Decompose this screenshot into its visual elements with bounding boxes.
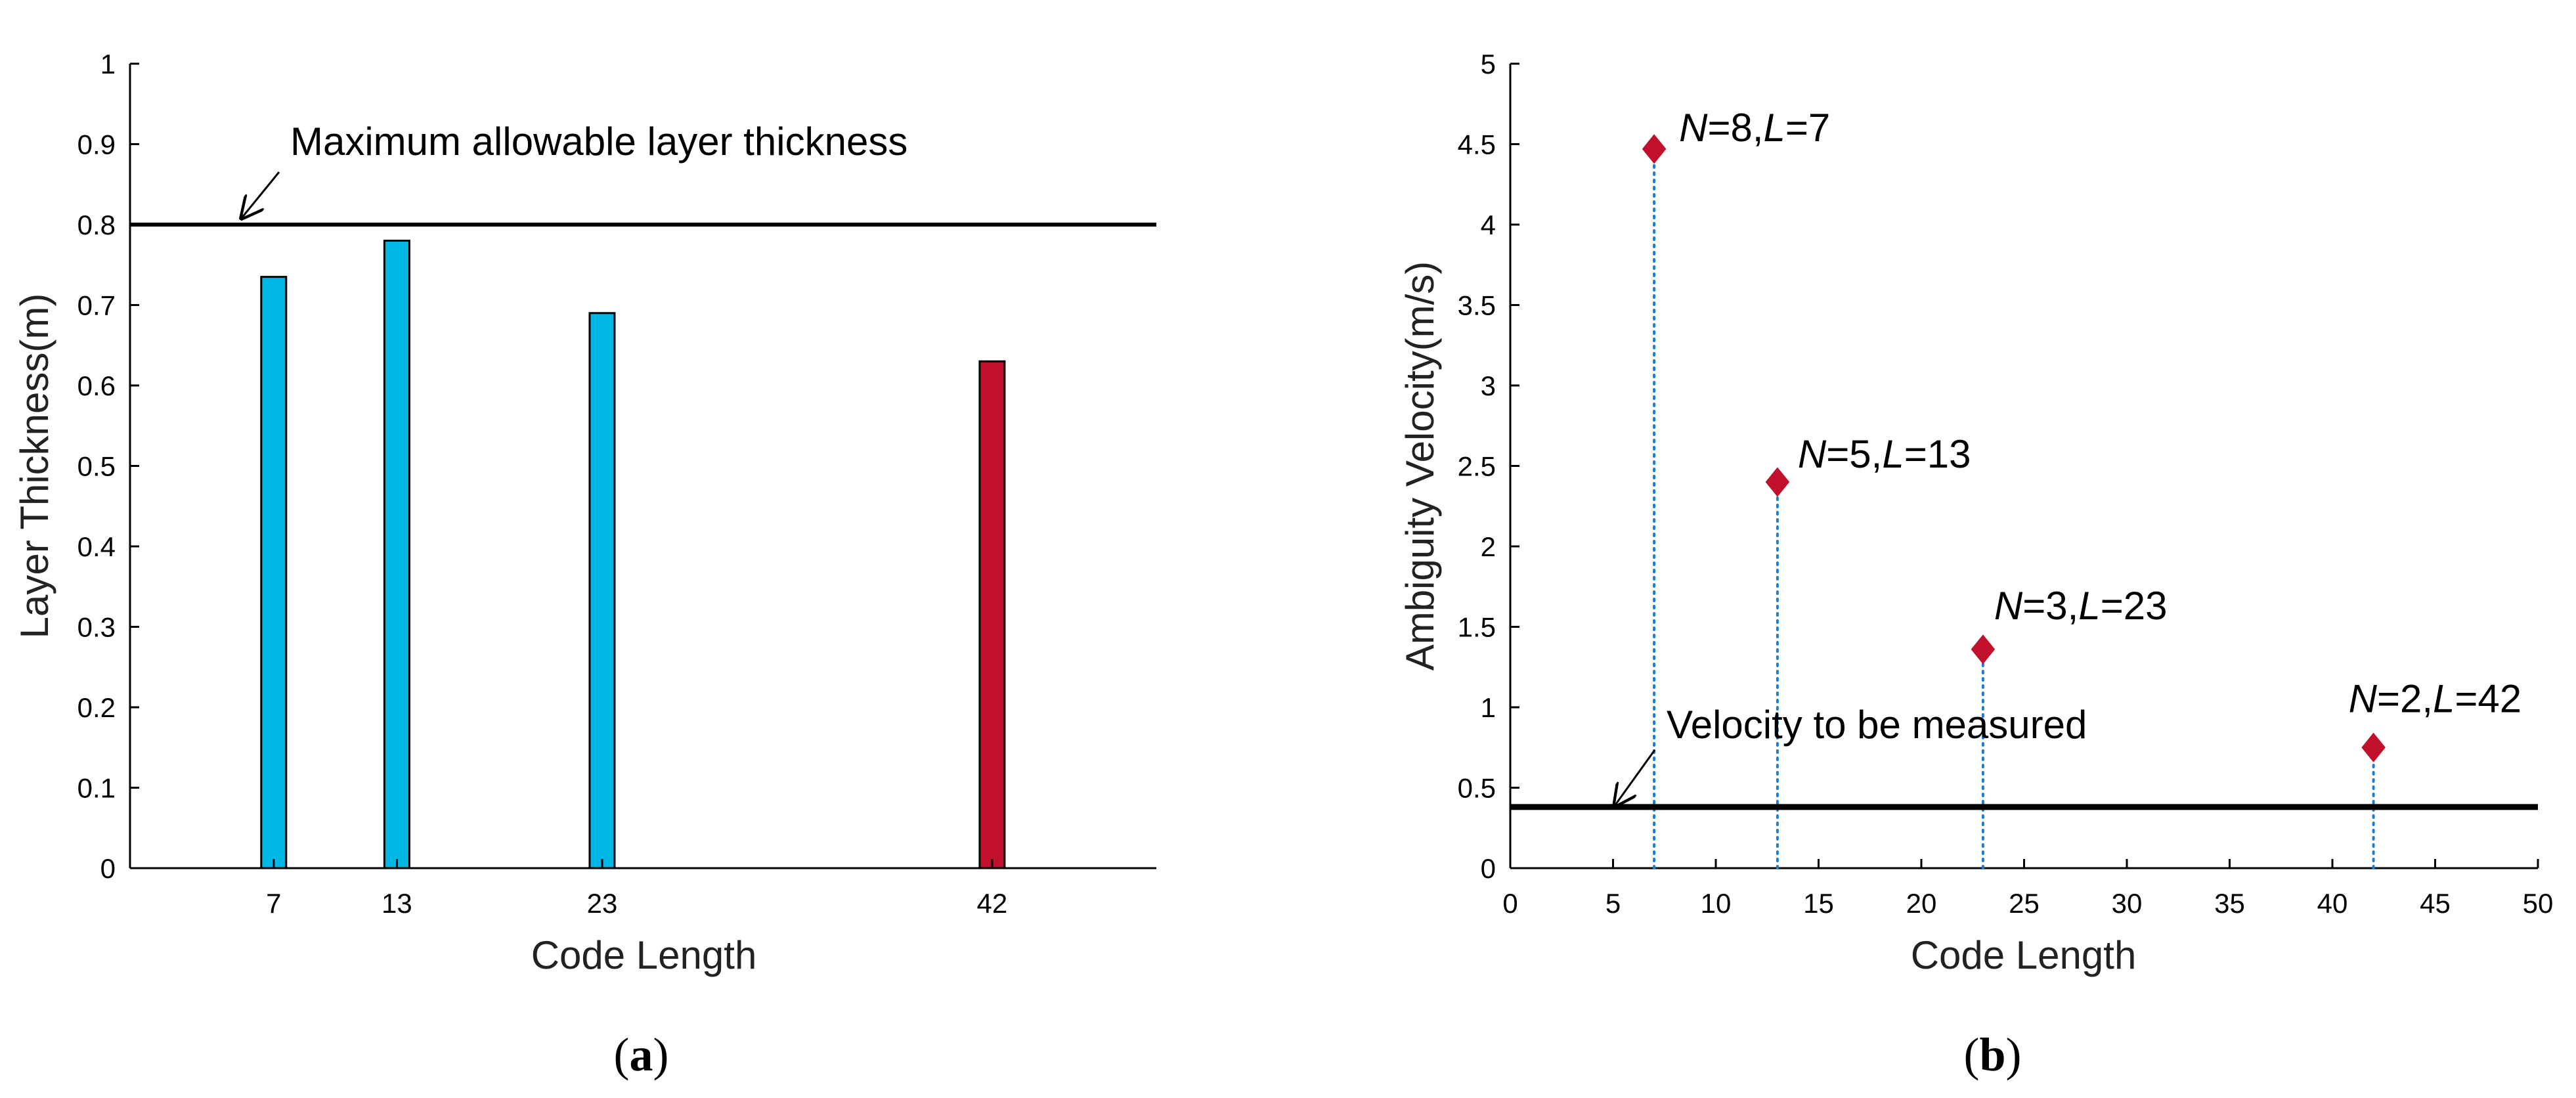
y-tick-label-a: 0.7	[77, 290, 116, 321]
max-thickness-label: Maximum allowable layer thickness	[290, 120, 907, 164]
point-label-l-value: =42	[2455, 676, 2521, 720]
x-tick-label-b: 30	[2112, 888, 2143, 919]
y-tick-label-a: 0.9	[77, 129, 116, 160]
panel-label-text: b	[1979, 1028, 2005, 1081]
point-label-l-value: =23	[2101, 584, 2168, 628]
x-tick-label-a: 42	[977, 888, 1008, 919]
bar-23	[588, 312, 616, 869]
x-tick-label-b: 5	[1605, 888, 1621, 919]
point-label-l-symbol: L	[2078, 584, 2100, 628]
measured-velocity-arrow	[1615, 749, 1656, 806]
point-label-n-value: =5,	[1826, 432, 1882, 476]
point-label-n-value: =8,	[1707, 106, 1763, 150]
y-tick-label-a: 0.5	[77, 451, 116, 482]
panel-label-close: )	[2006, 1028, 2022, 1081]
y-tick-label-a: 0.3	[77, 612, 116, 643]
x-tick-label-b: 50	[2523, 888, 2554, 919]
y-tick-label-a: 0	[100, 853, 116, 884]
point-label-l-symbol: L	[1764, 106, 1785, 150]
bar-13	[383, 240, 410, 869]
point-marker-42	[2361, 732, 2386, 762]
point-label-1: N=5,L=13	[1798, 432, 1971, 476]
chart-a: 0 0.1 0.2 0.3 0.4 0.5 0.6 0.7 0.8 0.9 1 7 13 23 42 Maxi…	[12, 49, 1156, 1081]
y-tick-label-a: 0.1	[77, 773, 116, 804]
point-label-n-value: =3,	[2022, 584, 2078, 628]
y-tick-label-b: 1	[1481, 692, 1496, 723]
y-tick-label-a: 1	[100, 49, 116, 79]
point-label-n-symbol: N	[1798, 432, 1827, 476]
point-marker-13	[1765, 467, 1790, 497]
x-tick-label-b: 15	[1803, 888, 1834, 919]
point-label-l-value: =13	[1904, 432, 1971, 476]
point-label-n-value: =2,	[2377, 676, 2433, 720]
point-label-l-symbol: L	[1882, 432, 1904, 476]
x-tick-label-a: 23	[587, 888, 618, 919]
x-tick-label-b: 10	[1701, 888, 1732, 919]
x-tick-label-b: 35	[2214, 888, 2245, 919]
x-axis-label-a: Code Length	[531, 933, 757, 977]
y-tick-label-b: 2	[1481, 531, 1496, 562]
point-marker-7	[1642, 134, 1667, 164]
y-tick-label-b: 0	[1481, 853, 1496, 884]
y-tick-label-a: 0.8	[77, 209, 116, 240]
y-tick-label-b: 1.5	[1458, 612, 1496, 643]
x-tick-label-a: 7	[266, 888, 281, 919]
y-tick-label-a: 0.4	[77, 531, 116, 562]
y-tick-label-a: 0.6	[77, 370, 116, 401]
y-tick-label-b: 2.5	[1458, 451, 1496, 482]
point-label-3: N=2,L=42	[2349, 676, 2522, 720]
chart-b: 00.511.522.533.544.550 5 10 15 20 25 30 35 40 45 5…	[1398, 49, 2553, 1081]
x-tick-label-b: 40	[2317, 888, 2348, 919]
y-tick-label-b: 3	[1481, 370, 1496, 401]
y-axis-label-b: Ambiguity Velocity(m/s)	[1398, 261, 1442, 671]
y-tick-label-b: 5	[1481, 49, 1496, 79]
point-marker-23	[1971, 634, 1996, 665]
y-axis-label-a: Layer Thickness(m)	[12, 294, 56, 639]
panel-label-text: a	[629, 1028, 653, 1081]
measured-velocity-label: Velocity to be measured	[1667, 703, 2087, 747]
x-tick-label-b: 45	[2420, 888, 2451, 919]
y-tick-label-b: 3.5	[1458, 290, 1496, 321]
y-tick-label-b: 4	[1481, 209, 1496, 240]
x-axis-label-b: Code Length	[1911, 933, 2137, 977]
x-tick-label-b: 20	[1906, 888, 1937, 919]
point-label-l-symbol: L	[2433, 676, 2455, 720]
point-label-n-symbol: N	[2349, 676, 2378, 720]
y-tick-label-b: 0.5	[1458, 773, 1496, 804]
point-label-0: N=8,L=7	[1679, 106, 1830, 150]
panel-label-b: (b)	[1964, 1028, 2022, 1081]
panel-label-close: )	[653, 1028, 668, 1081]
bar-42	[978, 360, 1006, 869]
y-tick-label-a: 0.2	[77, 692, 116, 723]
point-label-2: N=3,L=23	[1994, 584, 2168, 628]
x-tick-label-a: 13	[382, 888, 412, 919]
x-tick-label-b: 0	[1502, 888, 1517, 919]
point-label-l-value: =7	[1785, 106, 1830, 150]
panel-label-a: (a)	[614, 1028, 669, 1081]
y-tick-label-b: 4.5	[1458, 129, 1496, 160]
point-label-n-symbol: N	[1679, 106, 1708, 150]
max-thickness-arrow	[242, 171, 280, 218]
panel-label-open: (	[614, 1028, 630, 1081]
panel-label-open: (	[1964, 1028, 1980, 1081]
bar-7	[260, 276, 288, 869]
point-label-n-symbol: N	[1994, 584, 2023, 628]
x-tick-label-b: 25	[2009, 888, 2040, 919]
